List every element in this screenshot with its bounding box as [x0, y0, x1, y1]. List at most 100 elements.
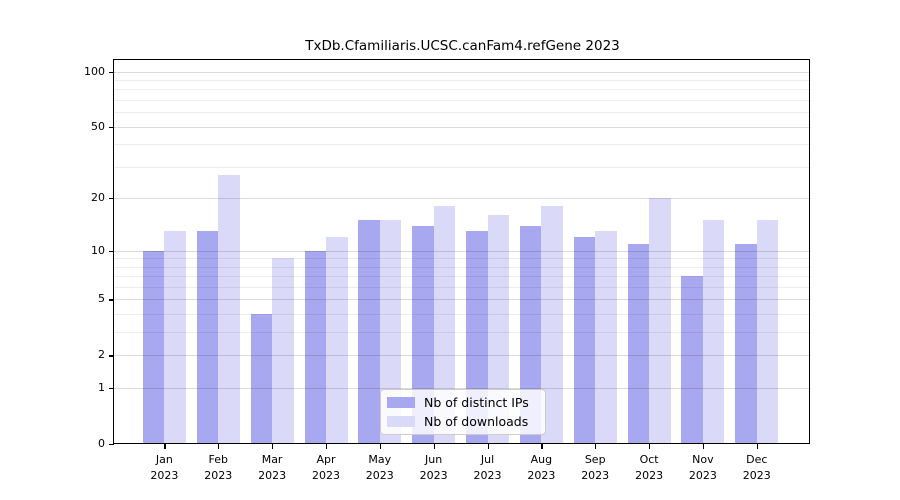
- x-tick-label: May 2023: [350, 452, 410, 484]
- major-gridline: [114, 299, 811, 301]
- major-gridline: [114, 388, 811, 390]
- legend-item-downloads: Nb of downloads: [387, 414, 537, 429]
- major-gridline: [114, 355, 811, 357]
- x-tick-year: 2023: [150, 469, 179, 482]
- bar-downloads: [433, 206, 456, 444]
- minor-gridline: [114, 112, 811, 114]
- x-tick-label: Dec 2023: [727, 452, 787, 484]
- bar-downloads: [595, 231, 617, 444]
- minor-gridline: [114, 314, 811, 316]
- major-gridline: [114, 71, 811, 73]
- y-tick-mark: [109, 299, 114, 301]
- major-gridline: [114, 250, 811, 252]
- y-tick-label: 100: [84, 64, 105, 78]
- bar-distinct-ips: [196, 231, 219, 444]
- y-tick-mark: [109, 355, 114, 357]
- bar-distinct-ips: [304, 250, 326, 444]
- x-tick-year: 2023: [258, 469, 287, 482]
- x-tick-year: 2023: [527, 469, 556, 482]
- bar-distinct-ips: [250, 314, 273, 444]
- legend-label-distinct-ips: Nb of distinct IPs: [424, 395, 529, 410]
- chart-title: TxDb.Cfamiliaris.UCSC.canFam4.refGene 20…: [305, 38, 620, 54]
- minor-gridline: [114, 266, 811, 268]
- x-tick-label: Aug 2023: [511, 452, 571, 484]
- bar-downloads: [541, 206, 563, 444]
- x-tick-year: 2023: [688, 469, 717, 482]
- x-tick-label: Oct 2023: [619, 452, 679, 484]
- y-tick-label: 2: [98, 348, 105, 362]
- y-tick-mark: [109, 444, 114, 446]
- x-tick-mark: [164, 444, 166, 449]
- minor-gridline: [114, 166, 811, 168]
- bar-distinct-ips: [142, 250, 165, 444]
- minor-gridline: [114, 100, 811, 101]
- x-tick-mark: [218, 444, 220, 449]
- x-tick-mark: [433, 444, 435, 449]
- major-gridline: [114, 126, 811, 128]
- x-tick-label: Sep 2023: [565, 452, 625, 484]
- x-tick-mark: [649, 444, 651, 449]
- bar-distinct-ips: [735, 243, 757, 444]
- bar-downloads: [218, 175, 240, 444]
- x-tick-mark: [756, 444, 758, 449]
- y-tick-label: 0: [98, 437, 105, 450]
- minor-gridline: [114, 80, 811, 81]
- x-tick-year: 2023: [742, 469, 771, 482]
- y-tick-mark: [109, 71, 114, 73]
- minor-gridline: [114, 287, 811, 288]
- bar-downloads: [379, 220, 402, 444]
- x-tick-label: Jul 2023: [458, 452, 518, 484]
- major-gridline: [114, 198, 811, 200]
- minor-gridline: [114, 258, 811, 260]
- y-tick-label: 10: [91, 243, 105, 257]
- x-tick-mark: [541, 444, 543, 449]
- y-tick-mark: [109, 198, 114, 200]
- bar-downloads: [756, 220, 779, 444]
- y-tick-mark: [109, 388, 114, 390]
- x-tick-mark: [595, 444, 597, 449]
- x-tick-label: Nov 2023: [673, 452, 733, 484]
- x-tick-mark: [487, 444, 489, 449]
- bar-distinct-ips: [627, 243, 650, 444]
- minor-gridline: [114, 144, 811, 146]
- minor-gridline: [114, 276, 811, 278]
- x-tick-mark: [326, 444, 328, 449]
- x-tick-label: Apr 2023: [296, 452, 356, 484]
- minor-gridline: [114, 332, 811, 334]
- bar-downloads: [487, 215, 509, 444]
- bar-downloads: [272, 258, 294, 444]
- y-tick-mark: [109, 126, 114, 128]
- bar-downloads: [164, 231, 186, 444]
- x-tick-year: 2023: [312, 469, 340, 482]
- x-tick-label: Feb 2023: [188, 452, 248, 484]
- bar-downloads: [326, 237, 348, 444]
- x-tick-mark: [379, 444, 381, 449]
- y-tick-label: 1: [98, 381, 105, 395]
- legend-swatch-downloads: [387, 416, 415, 427]
- y-tick-label: 5: [98, 292, 105, 306]
- x-tick-label: Jun 2023: [404, 452, 464, 484]
- x-tick-mark: [702, 444, 705, 449]
- legend-item-distinct-ips: Nb of distinct IPs: [387, 395, 537, 410]
- legend-swatch-distinct-ips: [387, 397, 415, 408]
- minor-gridline: [114, 89, 811, 91]
- x-tick-label: Jan 2023: [134, 452, 194, 484]
- x-tick-label: Mar 2023: [242, 452, 302, 484]
- legend: Nb of distinct IPs Nb of downloads: [380, 389, 546, 435]
- y-tick-mark: [109, 250, 114, 252]
- bar-downloads: [702, 220, 725, 444]
- x-tick-year: 2023: [581, 469, 610, 482]
- x-tick-year: 2023: [635, 469, 664, 482]
- x-tick-year: 2023: [473, 469, 502, 482]
- x-tick-mark: [272, 444, 274, 449]
- bar-distinct-ips: [681, 276, 703, 444]
- y-tick-label: 50: [91, 119, 105, 133]
- y-tick-label: 20: [91, 191, 105, 205]
- bar-distinct-ips: [358, 220, 380, 444]
- x-tick-year: 2023: [365, 469, 394, 482]
- bar-downloads: [649, 198, 671, 444]
- bar-distinct-ips: [573, 237, 596, 444]
- legend-label-downloads: Nb of downloads: [424, 414, 529, 429]
- x-tick-year: 2023: [419, 469, 448, 482]
